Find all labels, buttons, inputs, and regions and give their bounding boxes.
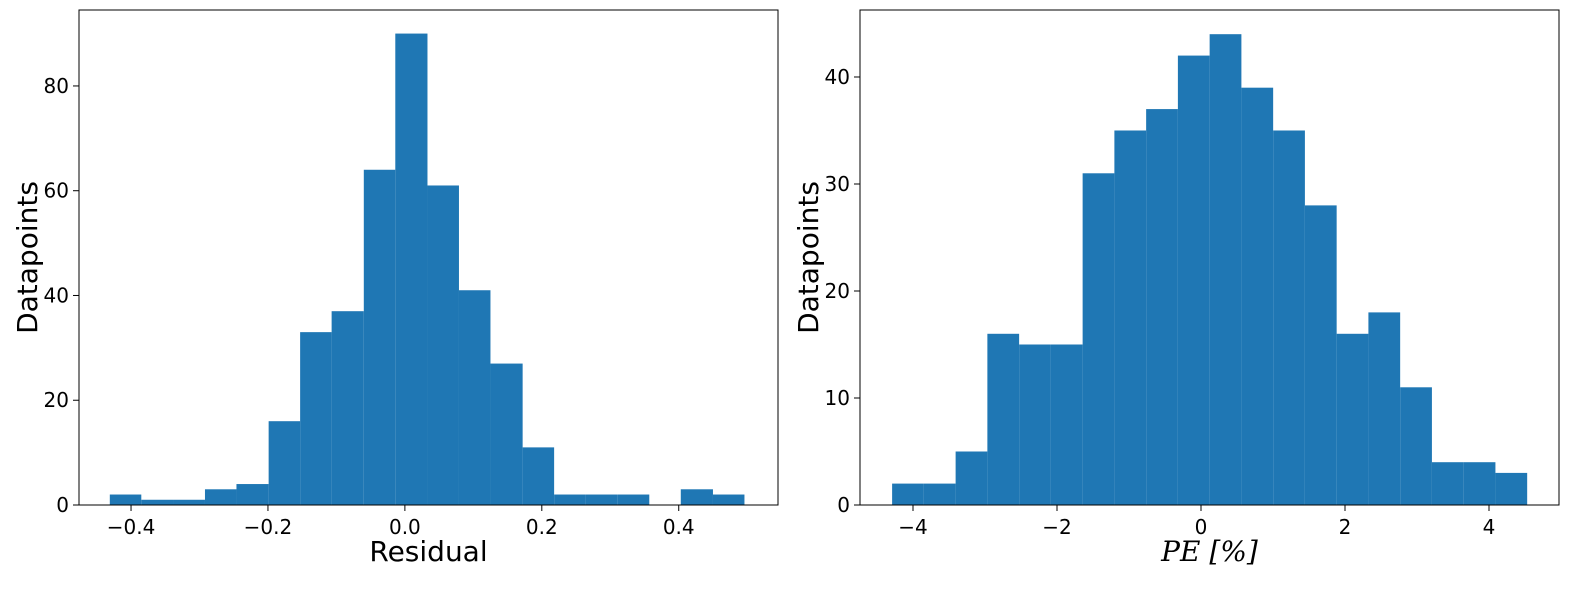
bar: [1019, 344, 1051, 505]
bar: [522, 447, 555, 505]
bar: [892, 483, 924, 505]
bar: [236, 484, 269, 505]
x-axis-label: PE [%]: [1160, 535, 1258, 568]
bar: [490, 363, 523, 505]
bar: [1114, 130, 1147, 505]
bar: [680, 489, 713, 505]
y-axis-label: Datapoints: [792, 181, 825, 334]
y-tick-label: 20: [825, 279, 850, 303]
y-tick-label: 40: [44, 283, 69, 307]
x-tick-label: −2: [1042, 515, 1071, 539]
bar: [331, 311, 364, 505]
y-tick-label: 20: [44, 388, 69, 412]
bar: [955, 451, 988, 505]
y-tick-label: 40: [825, 65, 850, 89]
bar: [300, 332, 332, 505]
y-tick-label: 30: [825, 172, 850, 196]
y-tick-label: 80: [44, 74, 69, 98]
y-tick-label: 60: [44, 179, 69, 203]
x-axis-label: Residual: [369, 535, 487, 568]
bar: [1400, 387, 1432, 505]
bar: [1050, 344, 1083, 505]
x-tick-label: 2: [1339, 515, 1352, 539]
bar: [987, 333, 1020, 505]
bar: [554, 494, 586, 505]
bar: [1431, 462, 1464, 505]
bar: [1209, 34, 1242, 505]
bar: [109, 494, 142, 505]
bar: [204, 489, 237, 505]
bar: [923, 483, 956, 505]
x-tick-label: −0.4: [107, 515, 156, 539]
bar: [712, 494, 745, 505]
x-tick-label: 0.2: [526, 515, 558, 539]
plot-frame: [859, 9, 1560, 506]
y-axis-label: Datapoints: [11, 181, 44, 334]
y-tick-label: 10: [825, 386, 850, 410]
bar: [1146, 109, 1178, 505]
x-tick-label: 0: [1195, 515, 1208, 539]
bar: [1241, 87, 1274, 506]
x-tick-label: 0.0: [389, 515, 421, 539]
bar: [173, 499, 205, 505]
bar: [268, 421, 301, 505]
bar: [363, 169, 396, 505]
x-tick-label: −4: [898, 515, 927, 539]
plot-frame: [78, 9, 779, 506]
bar: [585, 494, 618, 505]
bar: [1304, 205, 1337, 505]
bar: [1336, 333, 1369, 505]
bar: [427, 185, 459, 505]
bar: [1368, 312, 1401, 505]
bar: [1495, 472, 1528, 505]
bar: [458, 290, 491, 505]
y-tick-label: 0: [837, 493, 850, 517]
bar: [1273, 130, 1305, 505]
bar: [141, 499, 174, 505]
bar: [1082, 173, 1115, 505]
bar: [395, 33, 428, 505]
x-tick-label: 4: [1483, 515, 1496, 539]
x-tick-label: 0.4: [663, 515, 695, 539]
bar: [1177, 55, 1210, 506]
bar: [617, 494, 650, 505]
y-tick-label: 0: [56, 493, 69, 517]
bar: [1463, 462, 1496, 505]
x-tick-label: −0.2: [244, 515, 293, 539]
